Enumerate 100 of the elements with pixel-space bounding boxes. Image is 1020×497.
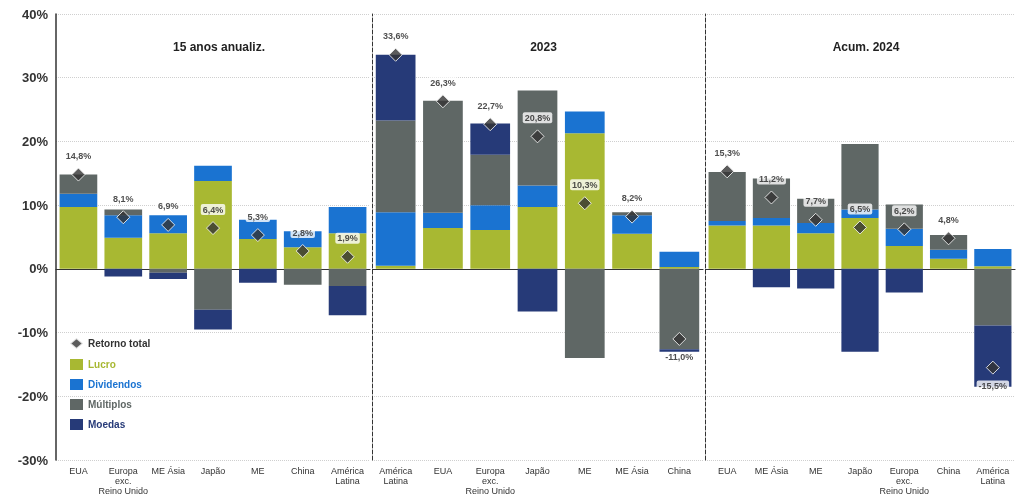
x-tick-label: Europa exc. Reino Unido xyxy=(465,466,515,496)
bar xyxy=(239,268,277,283)
data-label: 6,4% xyxy=(202,204,224,215)
y-tick-label: 10% xyxy=(21,197,49,213)
bar xyxy=(328,286,367,316)
data-label: 33,6% xyxy=(382,31,409,42)
y-tick-label: 20% xyxy=(21,133,49,149)
x-tick-label: China xyxy=(936,466,961,476)
bar xyxy=(929,258,968,269)
bar xyxy=(752,217,791,226)
point xyxy=(808,212,823,227)
y-tick-label: -20% xyxy=(17,388,49,404)
bar xyxy=(194,268,232,310)
bar xyxy=(517,268,558,312)
data-label: 7,7% xyxy=(805,196,826,207)
x-tick-label: Japão xyxy=(847,466,873,476)
bar xyxy=(194,309,232,330)
bar xyxy=(283,268,322,285)
point xyxy=(941,231,956,246)
x-tick-label: EUA xyxy=(717,466,737,476)
legend-label: Dividendos xyxy=(88,379,143,390)
y-tick-label: 0% xyxy=(29,261,49,277)
legend-label: Retorno total xyxy=(88,338,151,349)
bar xyxy=(470,154,511,206)
bar xyxy=(752,268,791,288)
y-tick-label: 30% xyxy=(21,70,49,86)
bar xyxy=(929,249,968,259)
bar xyxy=(974,268,1012,326)
x-tick-label: Europa exc. Reino Unido xyxy=(879,466,930,496)
point xyxy=(530,129,545,144)
text: Acum. 2024 xyxy=(832,40,900,54)
bar xyxy=(423,212,463,229)
y-tick-label: 40% xyxy=(21,6,49,22)
point xyxy=(672,331,687,346)
data-label: 15,3% xyxy=(714,147,740,158)
data-label: 26,3% xyxy=(430,77,456,88)
text: 15 anos anualiz. xyxy=(172,40,266,54)
x-tick-label: EUA xyxy=(69,466,88,476)
x-tick-label: ME Ásia xyxy=(615,466,649,476)
data-label: 10,3% xyxy=(572,179,598,190)
x-tick-label: ME xyxy=(251,466,265,476)
point xyxy=(720,164,735,179)
x-tick-label: Japão xyxy=(525,466,550,476)
bar xyxy=(564,133,605,269)
bar xyxy=(797,268,835,289)
point xyxy=(985,360,1000,375)
bar xyxy=(375,120,416,213)
data-label: 5,3% xyxy=(247,211,269,222)
point xyxy=(116,210,131,225)
bar xyxy=(375,265,416,269)
data-label: 14,8% xyxy=(65,151,92,162)
bar xyxy=(328,268,367,287)
y-tick-label: -10% xyxy=(17,325,49,341)
bar xyxy=(239,238,277,269)
legend-label: Lucro xyxy=(88,359,116,370)
bar xyxy=(149,233,187,269)
bar xyxy=(612,215,652,234)
data-label: 22,7% xyxy=(477,100,503,111)
data-label: 8,2% xyxy=(621,193,643,204)
bar xyxy=(149,272,187,280)
data-label: -15,5% xyxy=(978,381,1008,392)
bar xyxy=(375,54,416,121)
data-label: 1,9% xyxy=(337,233,358,244)
x-tick-label: China xyxy=(667,466,692,476)
bar xyxy=(564,111,605,134)
legend-label: Moedas xyxy=(88,419,126,430)
bar xyxy=(149,268,187,273)
bar xyxy=(708,225,746,269)
bar xyxy=(974,266,1012,269)
point xyxy=(388,47,403,62)
point xyxy=(71,167,86,182)
bar xyxy=(885,245,923,269)
bar xyxy=(59,174,98,194)
x-tick-label: EUA xyxy=(433,466,453,476)
x-tick-label: ME xyxy=(808,466,823,476)
bar xyxy=(517,207,558,269)
point xyxy=(625,209,640,224)
bar xyxy=(104,268,143,277)
legend-label: Múltiplos xyxy=(88,399,133,410)
bar xyxy=(423,100,463,213)
bar xyxy=(470,229,511,269)
bar xyxy=(194,165,232,181)
data-label: 8,1% xyxy=(113,193,134,204)
bar xyxy=(659,251,700,267)
bar xyxy=(708,221,746,226)
x-tick-label: Europa exc. Reino Unido xyxy=(98,466,149,496)
text: 2023 xyxy=(530,40,558,54)
x-tick-label: Japão xyxy=(200,466,226,476)
bar xyxy=(564,268,605,359)
bar xyxy=(752,225,791,269)
bar xyxy=(194,180,232,269)
bar xyxy=(797,222,835,234)
bar xyxy=(104,215,143,238)
point xyxy=(435,94,450,109)
bar xyxy=(612,233,652,269)
bar xyxy=(517,185,558,208)
data-label: 6,9% xyxy=(157,201,179,212)
bar xyxy=(841,268,879,352)
bar xyxy=(659,268,700,350)
data-label: 4,8% xyxy=(938,214,959,225)
